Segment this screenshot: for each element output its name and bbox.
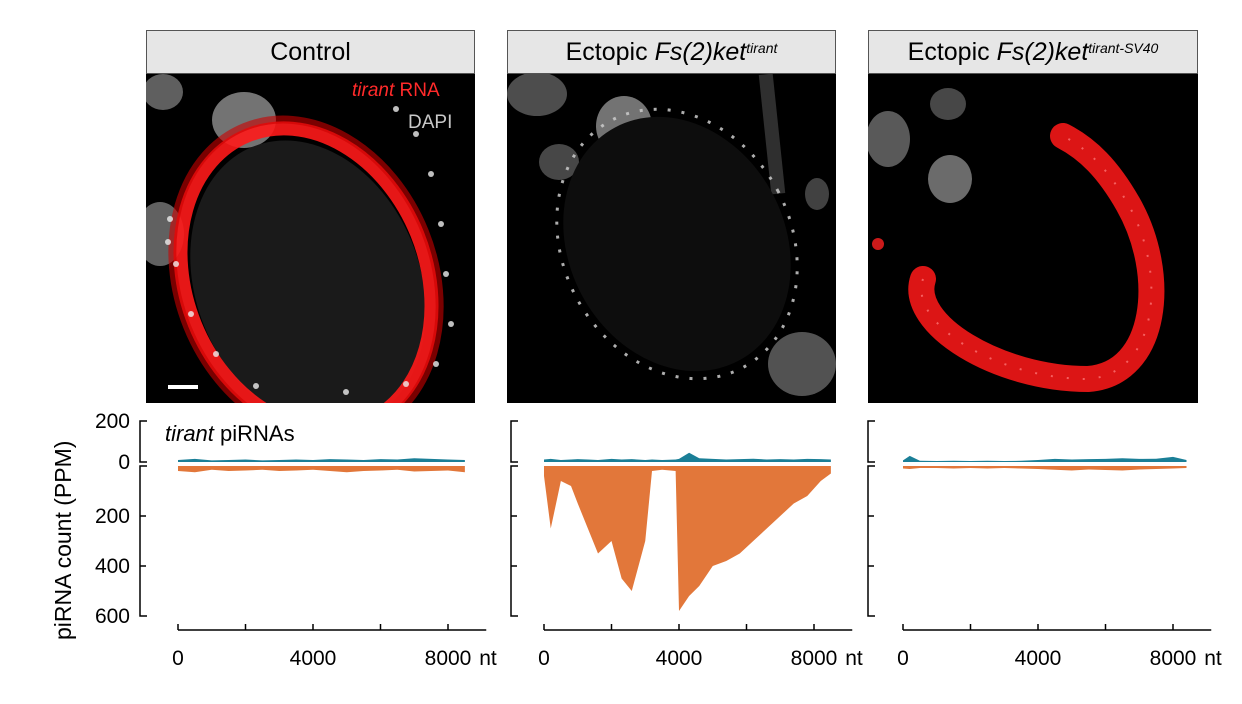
y-axis-lower — [510, 465, 518, 617]
panel-title-gene: Fs(2)ket — [996, 37, 1089, 66]
x-tick-label: 8000 — [1150, 647, 1197, 670]
panel-title: Ectopic — [565, 37, 655, 66]
x-tick-label: 8000 — [791, 647, 838, 670]
sense-coverage — [544, 452, 831, 462]
plot-label: tirant piRNAs — [165, 421, 295, 447]
overlay-legend: tirant RNA — [352, 80, 440, 102]
plot-label-italic: tirant — [165, 421, 214, 446]
panel-header-ectopic-sv40: Ectopic Fs(2)ket tirant-SV40 — [868, 30, 1198, 74]
micrograph-ectopic — [507, 74, 836, 403]
sense-coverage — [903, 455, 1187, 462]
panel-title-sup: tirant-SV40 — [1088, 40, 1159, 56]
overlay-grey: DAPI — [408, 112, 453, 133]
antisense-coverage — [903, 466, 1187, 471]
overlay-red-italic: tirant — [352, 80, 395, 101]
overlay-red-rest: RNA — [394, 80, 440, 101]
x-unit-label: nt — [845, 647, 863, 670]
micrograph-control — [146, 74, 475, 403]
y-tick-label: 0 — [118, 451, 130, 474]
y-tick-label: 600 — [95, 605, 130, 628]
plot-label-rest: piRNAs — [213, 421, 295, 446]
panel-title-sup: tirant — [746, 40, 778, 56]
x-tick-label: 8000 — [425, 647, 472, 670]
y-tick-label: 400 — [95, 555, 130, 578]
y-tick-label: 200 — [95, 505, 130, 528]
x-tick-label: 0 — [538, 647, 550, 670]
y-axis-upper — [139, 420, 147, 463]
x-unit-label: nt — [1204, 647, 1222, 670]
panel-header-ectopic: Ectopic Fs(2)ket tirant — [507, 30, 836, 74]
panel-title-gene: Fs(2)ket — [654, 37, 747, 66]
y-tick-label: 200 — [95, 410, 130, 433]
overlay-dapi: DAPI — [408, 112, 452, 134]
y-axis-lower — [139, 465, 147, 617]
x-tick-label: 0 — [897, 647, 909, 670]
x-tick-label: 4000 — [656, 647, 703, 670]
x-tick-label: 4000 — [1015, 647, 1062, 670]
y-axis-lower — [867, 465, 875, 617]
micrograph-ectopic-sv40 — [868, 74, 1198, 403]
antisense-coverage — [544, 466, 831, 611]
x-unit-label: nt — [479, 647, 497, 670]
panel-header-control: Control — [146, 30, 475, 74]
antisense-coverage — [178, 466, 465, 473]
y-axis-upper — [867, 420, 875, 463]
x-tick-label: 0 — [172, 647, 184, 670]
sense-coverage — [178, 458, 465, 462]
panel-title: Control — [270, 37, 351, 66]
panel-title: Ectopic — [907, 37, 997, 66]
x-tick-label: 4000 — [290, 647, 337, 670]
y-axis-upper — [510, 420, 518, 463]
